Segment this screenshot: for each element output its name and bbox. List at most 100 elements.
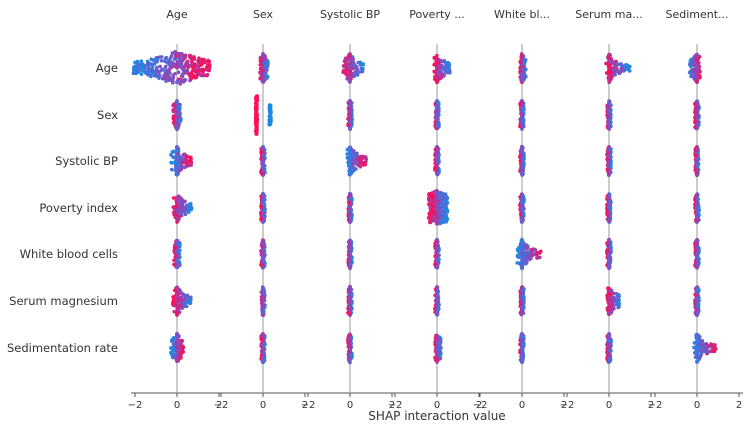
swarm-point <box>434 145 439 150</box>
swarm-point <box>619 67 623 71</box>
swarm-point <box>174 170 179 175</box>
swarm-point <box>538 249 543 254</box>
swarm-point <box>438 211 442 216</box>
swarm-point <box>259 150 263 154</box>
swarm-point <box>175 197 179 202</box>
swarm-point <box>167 62 172 67</box>
swarm-point <box>695 168 700 173</box>
swarm-point <box>206 67 210 71</box>
swarm-point <box>352 71 357 76</box>
swarm-point <box>444 70 448 74</box>
swarm-point <box>435 159 439 164</box>
swarm-cell <box>172 238 182 270</box>
swarm-point <box>695 215 699 220</box>
swarm-point <box>163 64 168 69</box>
swarm-cell <box>346 98 354 131</box>
swarm-cell <box>346 191 354 224</box>
swarm-point <box>437 122 441 127</box>
swarm-point <box>180 160 185 165</box>
swarm-point <box>690 68 694 72</box>
swarm-point <box>695 161 700 165</box>
swarm-point <box>351 168 356 173</box>
swarm-point <box>171 116 175 121</box>
swarm-point <box>344 56 348 61</box>
swarm-point <box>432 211 437 216</box>
swarm-point <box>515 247 520 252</box>
swarm-cell <box>518 192 526 224</box>
swarm-point <box>176 218 180 222</box>
swarm-point <box>608 59 612 64</box>
swarm-point <box>436 101 441 106</box>
swarm-point <box>260 69 265 73</box>
swarm-point <box>171 205 176 209</box>
swarm-point <box>442 73 447 78</box>
swarm-point <box>341 64 346 68</box>
swarm-point <box>695 218 699 223</box>
swarm-point <box>695 251 700 256</box>
swarm-point <box>262 202 267 206</box>
swarm-cell <box>259 144 267 177</box>
swarm-point <box>175 151 180 156</box>
swarm-point <box>520 156 525 160</box>
swarm-point <box>348 54 352 58</box>
swarm-point <box>160 76 165 81</box>
swarm-point <box>520 153 524 157</box>
swarm-point <box>435 260 439 264</box>
swarm-cell <box>432 53 452 85</box>
swarm-point <box>605 248 610 252</box>
swarm-point <box>695 120 699 124</box>
swarm-point <box>435 111 439 116</box>
column-title: Serum ma... <box>575 8 642 21</box>
swarm-point <box>138 62 143 66</box>
swarm-point <box>350 158 355 162</box>
swarm-point <box>520 146 524 150</box>
swarm-point <box>515 261 519 265</box>
swarm-point <box>607 257 611 262</box>
swarm-point <box>613 59 618 64</box>
swarm-point <box>188 53 193 58</box>
swarm-point <box>348 216 352 221</box>
swarm-point <box>361 62 366 67</box>
swarm-point <box>344 72 348 76</box>
swarm-point <box>348 151 353 155</box>
row-label: Poverty index <box>39 201 118 215</box>
swarm-point <box>261 171 265 175</box>
swarm-point <box>175 250 179 254</box>
swarm-point <box>533 247 538 252</box>
swarm-point <box>177 215 182 219</box>
swarm-point <box>266 59 270 64</box>
swarm-cell <box>605 145 613 177</box>
swarm-point <box>173 50 177 55</box>
swarm-point <box>180 74 185 79</box>
swarm-point <box>139 59 144 63</box>
swarm-point <box>688 59 693 64</box>
swarm-point <box>175 154 179 159</box>
swarm-point <box>177 260 182 264</box>
swarm-cell <box>345 145 368 177</box>
swarm-point <box>180 79 185 84</box>
swarm-cell <box>693 99 701 131</box>
swarm-point <box>520 217 524 221</box>
swarm-point <box>527 250 532 254</box>
swarm-point <box>171 149 176 154</box>
swarm-point <box>163 69 167 73</box>
swarm-cell <box>433 98 441 131</box>
swarm-cell <box>346 238 354 271</box>
swarm-point <box>520 54 524 59</box>
swarm-point <box>607 147 611 152</box>
swarm-point <box>179 207 184 212</box>
swarm-cell <box>687 52 702 85</box>
swarm-point <box>435 246 440 251</box>
swarm-cell <box>693 192 701 224</box>
swarm-point <box>427 219 432 224</box>
swarm-cell <box>171 285 193 317</box>
swarm-point <box>520 80 524 85</box>
row-label: Sedimentation rate <box>7 341 118 355</box>
swarm-point <box>180 66 184 71</box>
swarm-point <box>342 69 347 73</box>
swarm-point <box>176 242 181 247</box>
swarm-point <box>605 197 609 201</box>
swarm-cell <box>258 52 270 84</box>
swarm-point <box>364 155 368 160</box>
swarm-point <box>607 53 611 57</box>
